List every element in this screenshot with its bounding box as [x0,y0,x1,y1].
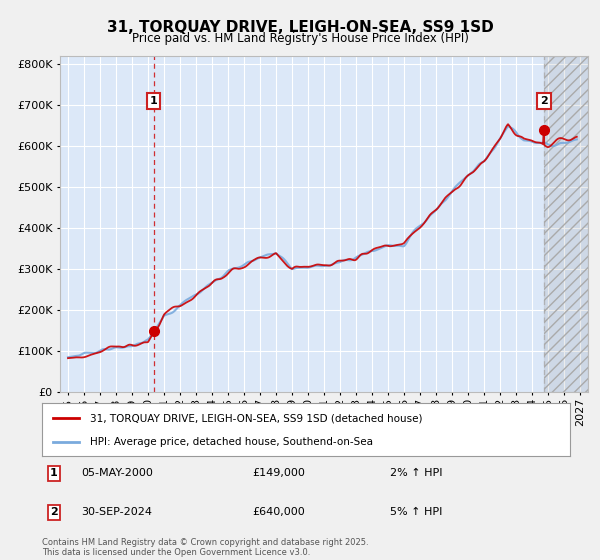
Text: Contains HM Land Registry data © Crown copyright and database right 2025.
This d: Contains HM Land Registry data © Crown c… [42,538,368,557]
Text: £149,000: £149,000 [252,468,305,478]
Text: 5% ↑ HPI: 5% ↑ HPI [390,507,442,517]
Text: 1: 1 [150,96,157,106]
Bar [544,56,588,392]
Text: 30-SEP-2024: 30-SEP-2024 [81,507,152,517]
Text: Price paid vs. HM Land Registry's House Price Index (HPI): Price paid vs. HM Land Registry's House … [131,32,469,45]
Text: 2: 2 [50,507,58,517]
Text: 31, TORQUAY DRIVE, LEIGH-ON-SEA, SS9 1SD (detached house): 31, TORQUAY DRIVE, LEIGH-ON-SEA, SS9 1SD… [89,413,422,423]
Text: 05-MAY-2000: 05-MAY-2000 [81,468,153,478]
Text: 31, TORQUAY DRIVE, LEIGH-ON-SEA, SS9 1SD: 31, TORQUAY DRIVE, LEIGH-ON-SEA, SS9 1SD [107,20,493,35]
Text: £640,000: £640,000 [252,507,305,517]
Text: HPI: Average price, detached house, Southend-on-Sea: HPI: Average price, detached house, Sout… [89,436,373,446]
Bar [544,56,588,392]
Text: 1: 1 [50,468,58,478]
Text: 2: 2 [540,96,548,106]
Text: 2% ↑ HPI: 2% ↑ HPI [390,468,443,478]
